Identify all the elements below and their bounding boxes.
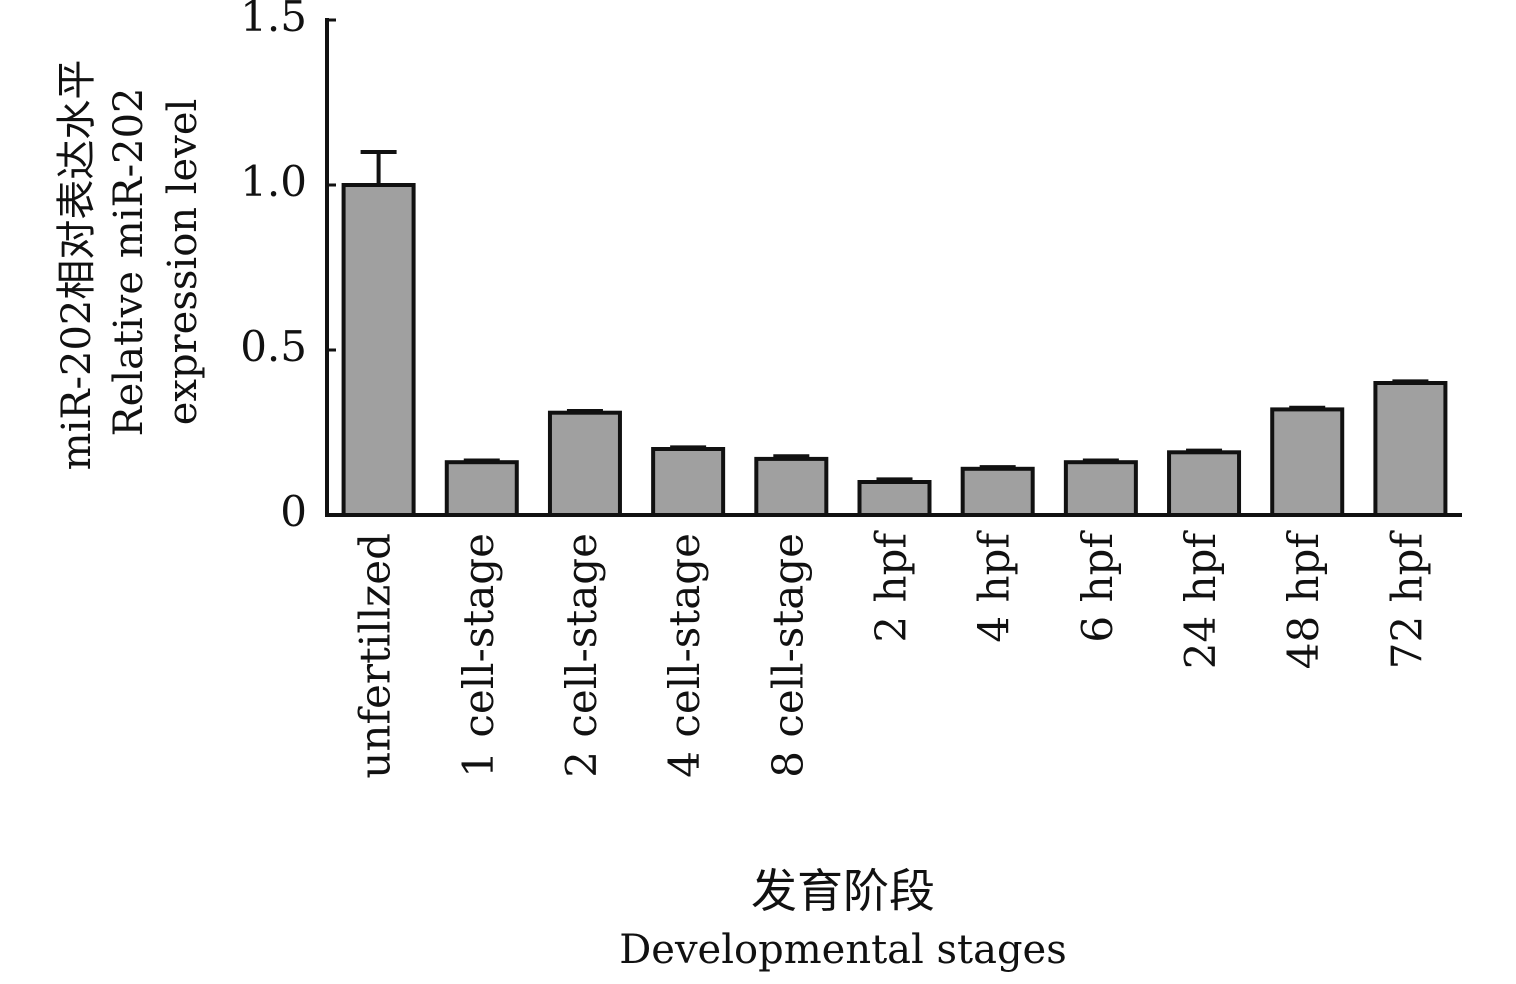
bar <box>341 183 416 517</box>
x-axis-label: Developmental stages <box>619 927 1067 973</box>
x-tick-label: 8 cell-stage <box>763 533 812 778</box>
bar <box>754 456 829 517</box>
y-axis-label: expression level <box>160 99 206 426</box>
x-tick-label: 2 cell-stage <box>557 533 606 778</box>
y-tick-label: 1.5 <box>240 0 307 41</box>
bar <box>651 447 726 517</box>
y-axis-label: Relative miR-202 <box>106 88 152 437</box>
bar <box>1063 460 1138 518</box>
x-axis-label: 发育阶段 <box>751 864 935 918</box>
y-tick-label: 0.5 <box>240 322 307 371</box>
bar <box>1167 450 1242 517</box>
bar <box>857 480 932 517</box>
y-tick-label: 0 <box>280 487 307 536</box>
x-tick-label: unfertillzed <box>351 533 400 779</box>
x-tick-label: 4 cell-stage <box>660 533 709 778</box>
x-tick-label: 4 hpf <box>970 530 1019 643</box>
bar <box>444 460 519 518</box>
bar <box>1270 407 1345 517</box>
x-tick-label: 48 hpf <box>1279 530 1328 670</box>
y-axis-label: miR-202相对表达水平 <box>54 60 100 471</box>
bar <box>1373 381 1448 517</box>
x-tick-label: 1 cell-stage <box>454 533 503 778</box>
x-tick-label: 6 hpf <box>1073 530 1122 643</box>
y-tick-label: 1.0 <box>240 157 307 206</box>
x-tick-label: 72 hpf <box>1382 530 1431 670</box>
bar <box>547 410 622 518</box>
x-tick-label: 24 hpf <box>1176 530 1225 670</box>
x-tick-label: 2 hpf <box>867 530 916 643</box>
bar <box>960 466 1035 517</box>
